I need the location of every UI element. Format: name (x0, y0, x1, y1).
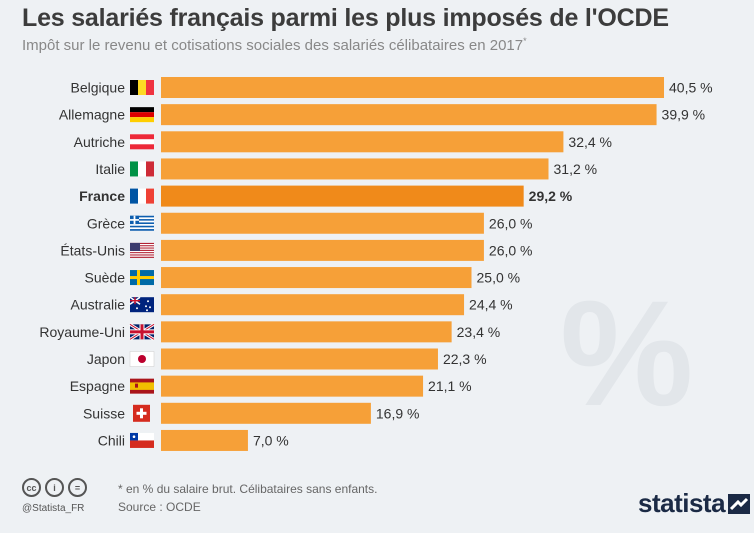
bar-royaume-uni (161, 321, 452, 343)
category-label: Grèce (87, 215, 125, 231)
bar-autriche (161, 131, 564, 153)
category-label: Chili (98, 432, 125, 448)
bar-italie (161, 158, 549, 180)
flag-germany-icon (130, 107, 154, 123)
value-label: 32,4 % (568, 134, 612, 150)
bar-belgique (161, 77, 665, 98)
chart-title: Les salariés français parmi les plus imp… (22, 4, 669, 32)
flag-usa-icon (130, 242, 154, 258)
footnote: * en % du salaire brut. Célibataires san… (118, 482, 378, 496)
subtitle-text: Impôt sur le revenu et cotisations socia… (22, 37, 524, 54)
value-label: 7,0 % (253, 432, 289, 448)
flag-greece-icon (130, 215, 154, 231)
category-label: Royaume-Uni (39, 324, 125, 340)
cc-icon: cc (22, 478, 41, 497)
flag-switzerland-icon (133, 404, 150, 422)
category-label: France (79, 188, 125, 204)
value-label: 39,9 % (662, 107, 706, 123)
bar-france (161, 185, 524, 207)
statista-handle: @Statista_FR (22, 503, 85, 514)
category-label: Suède (85, 270, 126, 286)
value-label: 29,2 % (529, 188, 573, 204)
chart-subtitle: Impôt sur le revenu et cotisations socia… (22, 36, 742, 54)
category-label: Belgique (71, 80, 126, 96)
flag-france-icon (130, 188, 154, 204)
flag-sweden-icon (130, 270, 154, 286)
no-derivatives-icon: = (68, 478, 87, 497)
value-label: 24,4 % (469, 297, 513, 313)
bar-australie (161, 294, 465, 316)
subtitle-footnote-marker: * (523, 36, 527, 46)
value-label: 31,2 % (554, 161, 598, 177)
value-label: 25,0 % (477, 270, 521, 286)
flag-japan-icon (129, 351, 155, 367)
license-icons: cc i = (22, 478, 87, 497)
flag-austria-icon (130, 134, 154, 150)
value-label: 40,5 % (669, 80, 713, 96)
category-label: Australie (71, 297, 126, 313)
category-label: Suisse (83, 405, 125, 421)
flag-chile-icon (130, 432, 154, 448)
category-label: Italie (95, 161, 125, 177)
value-label: 26,0 % (489, 242, 533, 258)
bar-chili (161, 429, 248, 451)
category-label: États-Unis (60, 242, 125, 258)
statista-mark-icon (728, 493, 751, 514)
percent-watermark: % (560, 269, 694, 437)
category-label: Autriche (74, 134, 126, 150)
bar-espagne (161, 375, 424, 397)
source: Source : OCDE (118, 500, 201, 514)
attribution-icon: i (45, 478, 64, 497)
bar-états-unis (161, 239, 484, 261)
flag-uk-icon (129, 323, 155, 341)
bar-grèce (161, 212, 484, 234)
value-label: 22,3 % (443, 351, 487, 367)
value-label: 21,1 % (428, 378, 472, 394)
flag-italy-icon (130, 161, 154, 177)
statista-wordmark: statista (638, 488, 726, 518)
statista-logo: statista (638, 488, 751, 519)
category-label: Allemagne (59, 107, 125, 123)
value-label: 26,0 % (489, 215, 533, 231)
flag-belgium-icon (130, 80, 154, 95)
bar-japon (161, 348, 438, 370)
category-label: Japon (87, 351, 125, 367)
bar-suède (161, 267, 472, 289)
value-label: 23,4 % (457, 324, 501, 340)
category-label: Espagne (70, 378, 125, 394)
bar-allemagne (161, 104, 657, 126)
bar-suisse (161, 402, 371, 424)
flag-spain-icon (130, 378, 154, 394)
value-label: 16,9 % (376, 405, 420, 421)
flag-australia-icon (129, 296, 154, 313)
